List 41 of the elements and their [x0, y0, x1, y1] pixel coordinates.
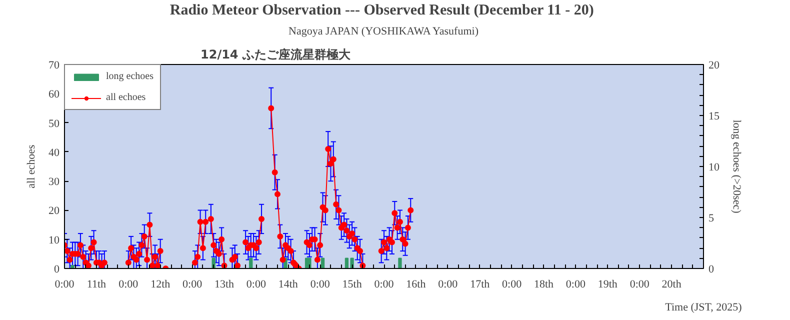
y2-tick-label: 10	[708, 162, 720, 174]
chart-subtitle: Nagoya JAPAN (YOSHIKAWA Yasufumi)	[288, 26, 479, 38]
y-tick-label: 60	[48, 88, 60, 101]
x-tick-label: 14th	[278, 278, 298, 290]
y-tick-label: 10	[48, 234, 60, 246]
y2-axis-title: long echoes (>20sec)	[730, 120, 742, 214]
x-tick-label: 12th	[150, 278, 171, 290]
y-axis-title: all echoes	[26, 144, 38, 188]
x-tick-label: 0:00	[502, 278, 522, 290]
text: 12/14 ふたご座流星群極大	[200, 48, 352, 62]
y-tick-label: 40	[48, 146, 60, 159]
x-tick-label: 0:00	[438, 278, 458, 290]
x-axis-title: Time (JST, 2025)	[665, 302, 742, 314]
x-tick-label: 19th	[598, 278, 618, 290]
x-tick-label: 15th	[342, 278, 362, 290]
x-tick-label: 0:00	[566, 278, 586, 290]
y-tick-label: 30	[48, 176, 60, 188]
x-tick-label: 11th	[86, 278, 107, 290]
y2-tick-label: 20	[708, 60, 720, 72]
x-tick-label: 0:00	[182, 278, 203, 290]
x-tick-label: 0:00	[246, 278, 266, 290]
y-tick-label: 70	[48, 60, 60, 72]
x-tick-label: 17th	[470, 278, 490, 290]
y-tick-label: 50	[48, 118, 60, 130]
legend-label: all echoes	[106, 92, 146, 103]
x-tick-label: 0:00	[310, 278, 330, 290]
x-tick-label: 18th	[534, 278, 554, 290]
x-tick-label: 0:00	[374, 278, 394, 290]
x-tick-label: 16th	[406, 278, 426, 290]
x-tick-label: 0:00	[118, 278, 139, 290]
x-tick-label: 0:00	[54, 278, 75, 290]
y2-tick-label: 15	[708, 110, 720, 122]
x-tick-label: 13th	[214, 278, 235, 290]
chart-title: Radio Meteor Observation --- Observed Result (December 11 - 20)	[170, 2, 594, 18]
y-tick-label: 20	[48, 205, 60, 218]
y2-tick-label: 0	[708, 264, 714, 276]
x-tick-label: 20th	[662, 278, 682, 290]
x-tick-label: 0:00	[630, 278, 650, 290]
y-tick-label: 0	[54, 264, 60, 276]
y2-tick-label: 5	[708, 212, 714, 224]
legend-label: long echoes	[106, 71, 154, 82]
